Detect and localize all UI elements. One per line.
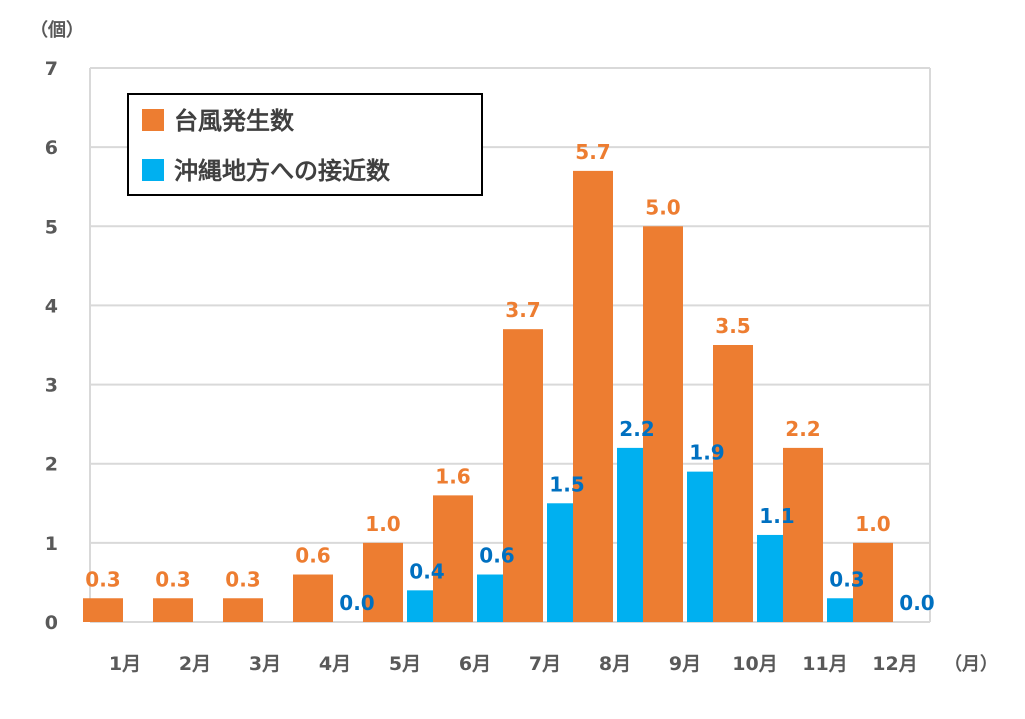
legend-box: [127, 93, 483, 196]
bar-typhoon-5: [363, 542, 403, 622]
y-tick-label: 5: [45, 216, 58, 238]
legend-swatch-typhoon: [142, 109, 164, 131]
y-axis-ticks: 0 1 2 3 4 5 6 7: [45, 58, 58, 634]
bar-typhoon-4: [293, 574, 333, 622]
y-tick-label: 1: [45, 533, 58, 555]
x-axis-ticks: 1月 2月 3月 4月 5月 6月 7月 8月 9月 10月 11月 12月: [109, 653, 918, 675]
data-label-okinawa: 0.4: [409, 559, 444, 583]
y-tick-label: 2: [45, 454, 58, 476]
y-axis-unit: （個）: [30, 20, 84, 41]
data-label-typhoon: 1.0: [855, 512, 890, 536]
x-tick-label: 7月: [529, 653, 561, 675]
legend-label-typhoon: 台風発生数: [174, 107, 295, 135]
y-tick-label: 7: [45, 58, 58, 80]
x-tick-label: 9月: [669, 653, 701, 675]
bar-typhoon-10: [713, 345, 753, 622]
bar-typhoon-6: [433, 495, 473, 622]
data-label-okinawa: 0.0: [899, 591, 934, 615]
bars: [83, 170, 893, 623]
x-tick-label: 2月: [179, 653, 211, 675]
data-label-typhoon: 0.6: [295, 544, 330, 568]
y-tick-label: 6: [45, 137, 58, 159]
x-tick-label: 5月: [389, 653, 421, 675]
data-label-okinawa: 1.5: [549, 472, 584, 496]
y-tick-label: 3: [45, 375, 58, 397]
bar-typhoon-7: [503, 329, 543, 622]
legend-label-okinawa: 沖縄地方への接近数: [174, 157, 391, 185]
y-tick-label: 4: [45, 295, 58, 317]
x-tick-label: 3月: [249, 653, 281, 675]
data-label-typhoon: 3.5: [715, 314, 750, 338]
bar-typhoon-12: [853, 542, 893, 622]
data-label-typhoon: 2.2: [785, 417, 820, 441]
bar-typhoon-1: [83, 598, 123, 622]
data-labels: 0.3 0.3 0.3 0.6 0.0 1.0 0.4 1.6 0.6 3.7 1.5 5.7 2.2 5…: [85, 140, 934, 615]
data-label-typhoon: 1.6: [435, 464, 470, 488]
data-label-okinawa: 0.3: [829, 567, 864, 591]
bar-typhoon-9: [643, 226, 683, 623]
x-tick-label: 12月: [872, 653, 917, 675]
data-label-typhoon: 5.0: [645, 195, 680, 219]
data-label-typhoon: 5.7: [575, 140, 610, 164]
data-label-typhoon: 0.3: [155, 567, 190, 591]
data-label-typhoon: 0.3: [225, 567, 260, 591]
legend: 台風発生数 沖縄地方への接近数: [127, 93, 483, 196]
bar-typhoon-8: [573, 170, 613, 622]
x-tick-label: 11月: [802, 653, 847, 675]
x-tick-label: 8月: [599, 653, 631, 675]
data-label-typhoon: 1.0: [365, 512, 400, 536]
x-tick-label: 10月: [732, 653, 777, 675]
x-axis-unit: （月）: [944, 654, 998, 675]
data-label-okinawa: 0.0: [339, 591, 374, 615]
bar-typhoon-2: [153, 598, 193, 622]
x-tick-label: 4月: [319, 653, 351, 675]
bar-typhoon-3: [223, 598, 263, 622]
data-label-typhoon: 0.3: [85, 567, 120, 591]
data-label-okinawa: 1.1: [759, 504, 794, 528]
legend-swatch-okinawa: [142, 159, 164, 181]
bar-typhoon-11: [783, 447, 823, 622]
x-tick-label: 1月: [109, 653, 141, 675]
data-label-okinawa: 2.2: [619, 417, 654, 441]
data-label-okinawa: 1.9: [689, 441, 724, 465]
x-tick-label: 6月: [459, 653, 491, 675]
y-tick-label: 0: [45, 612, 58, 634]
data-label-okinawa: 0.6: [479, 544, 514, 568]
data-label-typhoon: 3.7: [505, 298, 540, 322]
